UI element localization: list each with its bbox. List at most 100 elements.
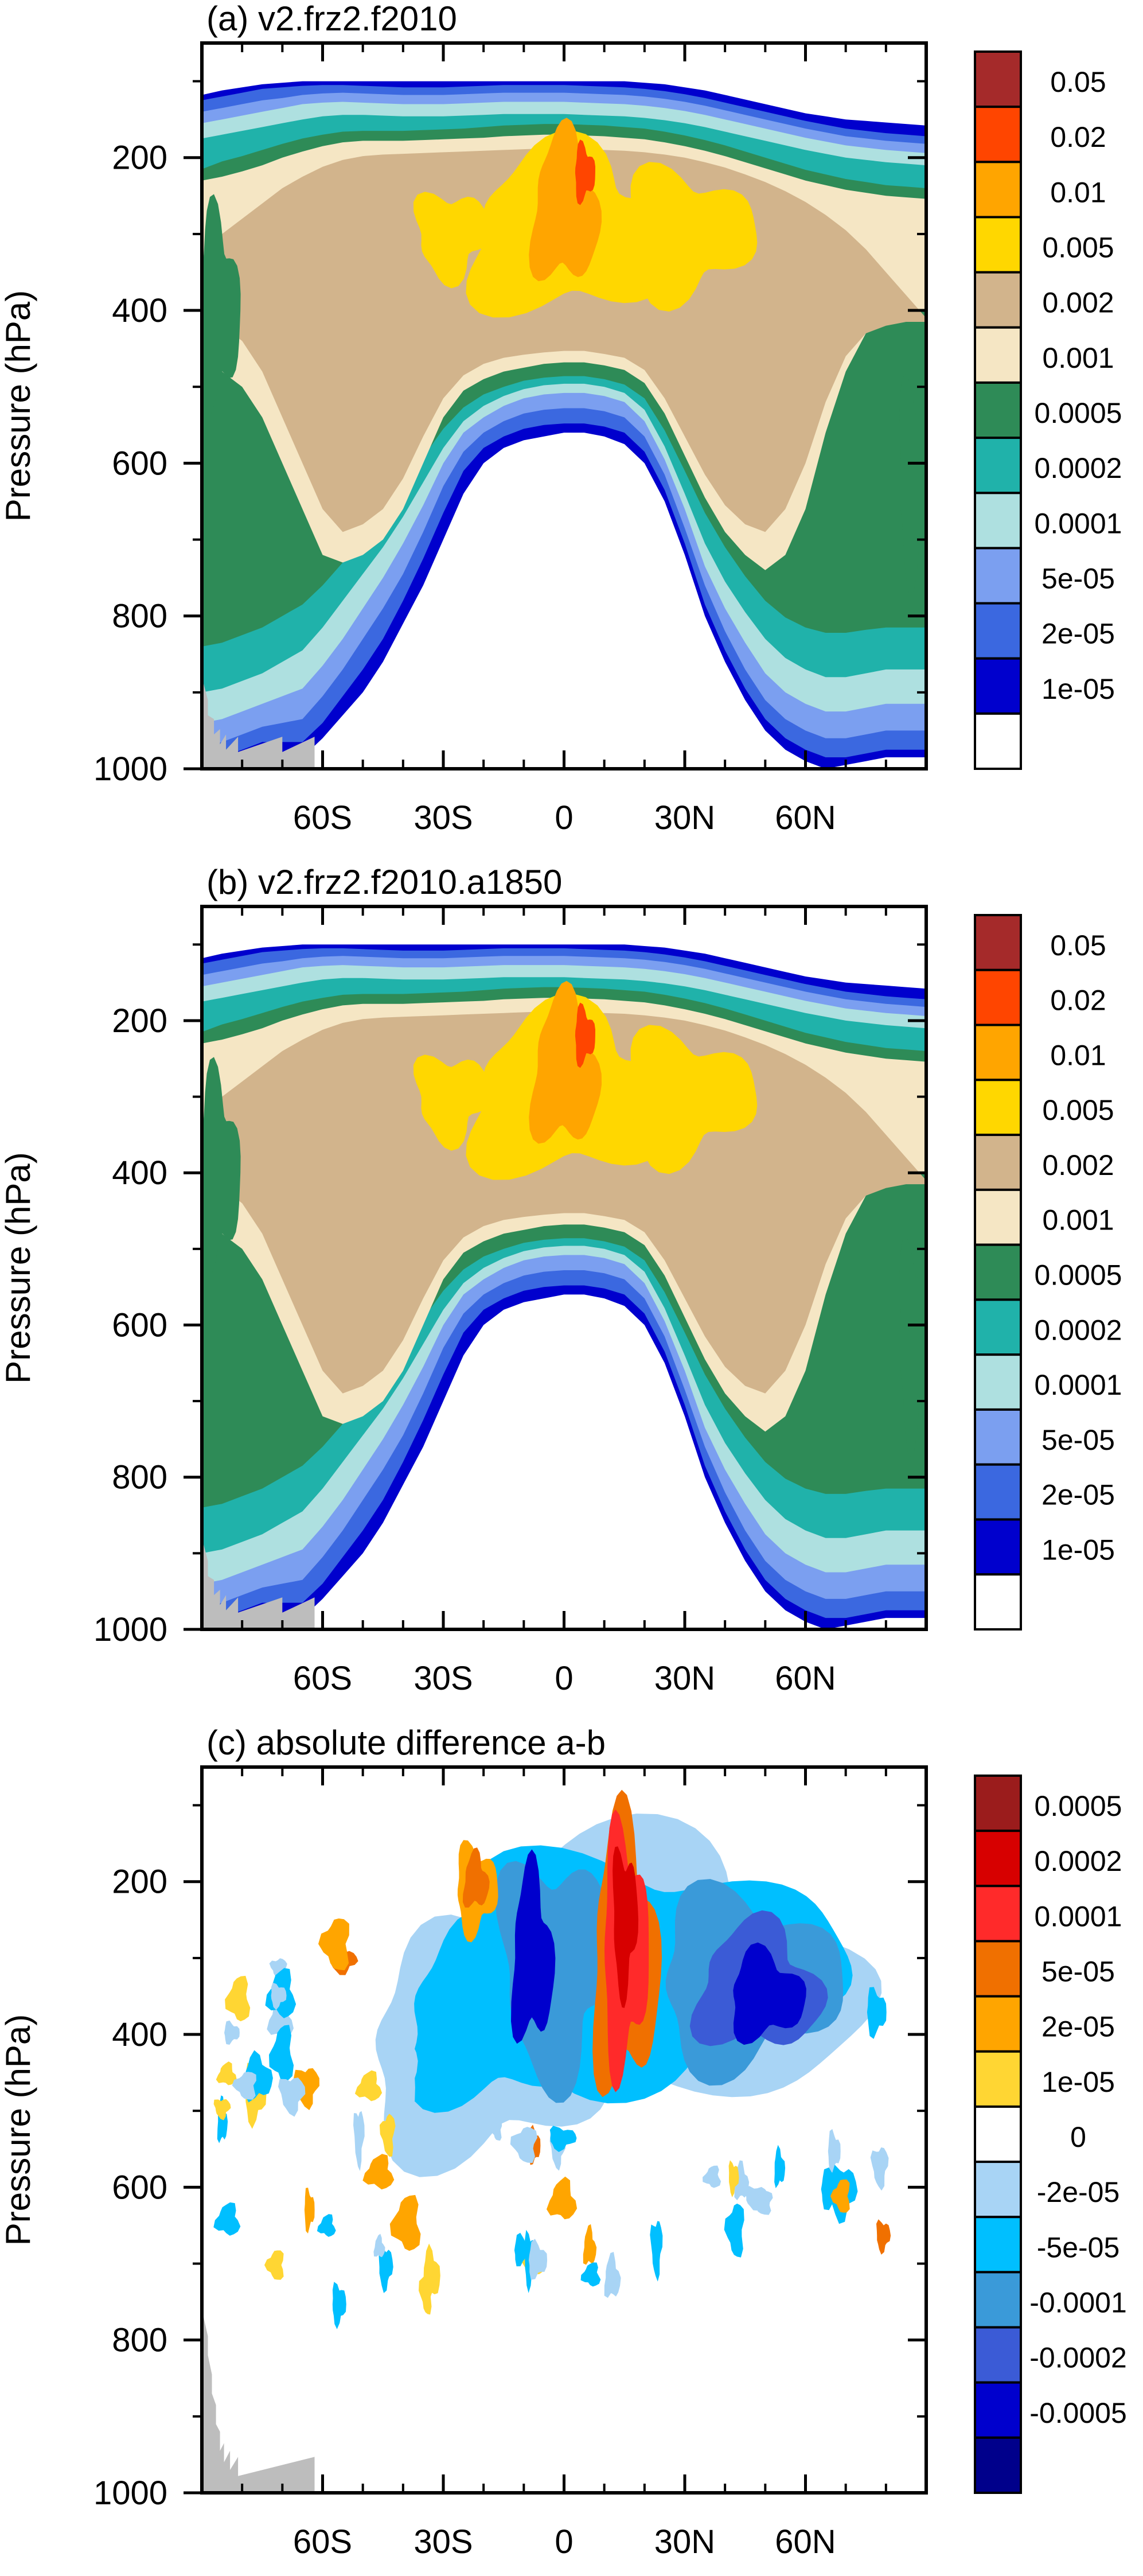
y-tick-label: 200 xyxy=(112,139,167,177)
contour-speck-2e-05 xyxy=(583,2224,597,2265)
contour-band-0.02 xyxy=(575,139,595,205)
colorbar-swatch xyxy=(974,602,1022,660)
colorbar: 0.05 0.02 0.01 0.005 0.002 0.001 0.0005 0.0002 0… xyxy=(974,50,1122,771)
x-tick-label: 30N xyxy=(654,1660,715,1697)
contour-speck--5e-05 xyxy=(650,2221,663,2282)
colorbar-swatch xyxy=(974,1353,1022,1411)
colorbar-swatch xyxy=(974,2216,1022,2274)
contour-speck-2e-05 xyxy=(389,2194,421,2251)
contour-speck--2e-05 xyxy=(381,2013,401,2048)
colorbar-swatch xyxy=(974,1573,1022,1631)
colorbar-label: 5e-05 xyxy=(1041,1956,1115,1988)
contour-speck--2e-05 xyxy=(510,2127,537,2163)
contour-speck-1e-05 xyxy=(354,2070,383,2102)
contour-speck-2e-05 xyxy=(294,2068,319,2110)
contour-layers xyxy=(202,43,926,769)
colorbar-label: 0.0002 xyxy=(1035,1845,1122,1877)
colorbar-swatch xyxy=(974,437,1022,495)
contour-speck-2e-05 xyxy=(547,2176,578,2220)
x-axis: 60S 30S 0 30N 60N xyxy=(241,906,887,1697)
colorbar-swatch xyxy=(974,271,1022,329)
colorbar-label: 2e-05 xyxy=(1041,2011,1115,2043)
colorbar-swatch xyxy=(974,2050,1022,2108)
contour-speck--2e-05 xyxy=(224,2020,240,2045)
x-tick-label: 0 xyxy=(555,1660,573,1697)
colorbar-label: 1e-05 xyxy=(1041,2066,1115,2098)
y-axis: 200 400 600 800 1000 xyxy=(93,943,926,1648)
colorbar-swatch xyxy=(974,2381,1022,2439)
contour-band-0.01 xyxy=(529,980,602,1144)
contour-speck--2e-05 xyxy=(373,2233,385,2258)
colorbar-swatch xyxy=(974,1518,1022,1576)
colorbar-label: 2e-05 xyxy=(1041,618,1115,650)
contour-speck--2e-05 xyxy=(403,2045,418,2104)
colorbar-label: 0.0001 xyxy=(1035,1900,1122,1932)
panel-title: (a) v2.frz2.f2010 xyxy=(206,0,457,38)
colorbar-label: 0.002 xyxy=(1042,1149,1114,1181)
colorbar-label: 0.01 xyxy=(1050,1039,1106,1071)
contour-speck-2e-05 xyxy=(304,2188,315,2233)
colorbar-label: 0.0001 xyxy=(1035,507,1122,539)
y-tick-label: 1000 xyxy=(93,1611,167,1648)
contour-speck--5e-05 xyxy=(213,2202,241,2236)
colorbar-swatch xyxy=(974,1940,1022,1998)
colorbar-label: 0 xyxy=(1070,2121,1086,2153)
contour-speck--2e-05 xyxy=(703,2165,721,2188)
colorbar-swatch xyxy=(974,1024,1022,1081)
colorbar-label: 5e-05 xyxy=(1041,562,1115,594)
x-tick-label: 30N xyxy=(654,2523,715,2561)
contour-speck--2e-05 xyxy=(406,2106,422,2139)
colorbar-label: 0.05 xyxy=(1050,66,1106,98)
colorbar-label: -0.0005 xyxy=(1029,2397,1127,2429)
contour-speck-2e-05 xyxy=(830,2179,850,2213)
colorbar-label: 1e-05 xyxy=(1041,1534,1115,1566)
y-tick-label: 200 xyxy=(112,1863,167,1901)
contour-band-0.005 xyxy=(413,1054,494,1151)
panel-title: (c) absolute difference a-b xyxy=(206,1723,606,1762)
colorbar-label: 1e-05 xyxy=(1041,673,1115,705)
colorbar-swatch xyxy=(974,1134,1022,1191)
contour-speck-1e-05 xyxy=(216,2061,237,2085)
contour-speck--5e-05 xyxy=(774,2145,786,2189)
colorbar-swatch xyxy=(974,1830,1022,1888)
colorbar-swatch xyxy=(974,2326,1022,2384)
contour-speck-1e-05 xyxy=(264,2250,284,2280)
y-axis: 200 400 600 800 1000 xyxy=(93,1804,926,2512)
y-tick-label: 400 xyxy=(112,292,167,329)
colorbar-label: 2e-05 xyxy=(1041,1479,1115,1511)
colorbar-label: 0.0005 xyxy=(1035,1259,1122,1291)
colorbar-swatch xyxy=(974,712,1022,771)
y-tick-label: 200 xyxy=(112,1002,167,1040)
contour-speck-2e-05 xyxy=(362,2154,395,2190)
contour-speck-1e-05 xyxy=(225,1975,251,2022)
colorbar-swatch xyxy=(974,2161,1022,2219)
colorbar-label: 0.005 xyxy=(1042,232,1114,264)
panel-b: 60S 30S 0 30N 60N 200 400 600 800 1000 Pressure (h… xyxy=(0,863,1122,1697)
contour-speck--2e-05 xyxy=(604,2252,621,2298)
contour-speck--2e-05 xyxy=(353,2111,365,2172)
colorbar-swatch xyxy=(974,161,1022,219)
topography-mask xyxy=(202,1538,315,1629)
y-tick-label: 800 xyxy=(112,1459,167,1496)
colorbar-swatch xyxy=(974,1408,1022,1466)
x-tick-label: 0 xyxy=(555,799,573,836)
colorbar-swatch xyxy=(974,1298,1022,1356)
contour-speck--2e-05 xyxy=(744,2186,769,2211)
contour-speck--5e-05 xyxy=(379,2244,393,2293)
x-tick-label: 60N xyxy=(775,1660,836,1697)
y-tick-label: 600 xyxy=(112,445,167,482)
contour-speck-1e-05 xyxy=(379,2114,396,2157)
contour-band-0.005 xyxy=(413,192,494,289)
contour-speck--5e-05 xyxy=(549,2126,577,2152)
contour-speck--5e-05 xyxy=(317,2214,336,2237)
y-tick-label: 600 xyxy=(112,2169,167,2206)
y-tick-label: 400 xyxy=(112,2016,167,2053)
colorbar-label: -0.0002 xyxy=(1029,2342,1127,2374)
contour-band-0.005 xyxy=(627,1025,758,1174)
colorbar-swatch xyxy=(974,216,1022,274)
colorbar-label: 0.002 xyxy=(1042,287,1114,319)
colorbar-label: 0.0005 xyxy=(1035,397,1122,429)
y-tick-label: 800 xyxy=(112,2322,167,2359)
topography-mask xyxy=(202,677,315,769)
